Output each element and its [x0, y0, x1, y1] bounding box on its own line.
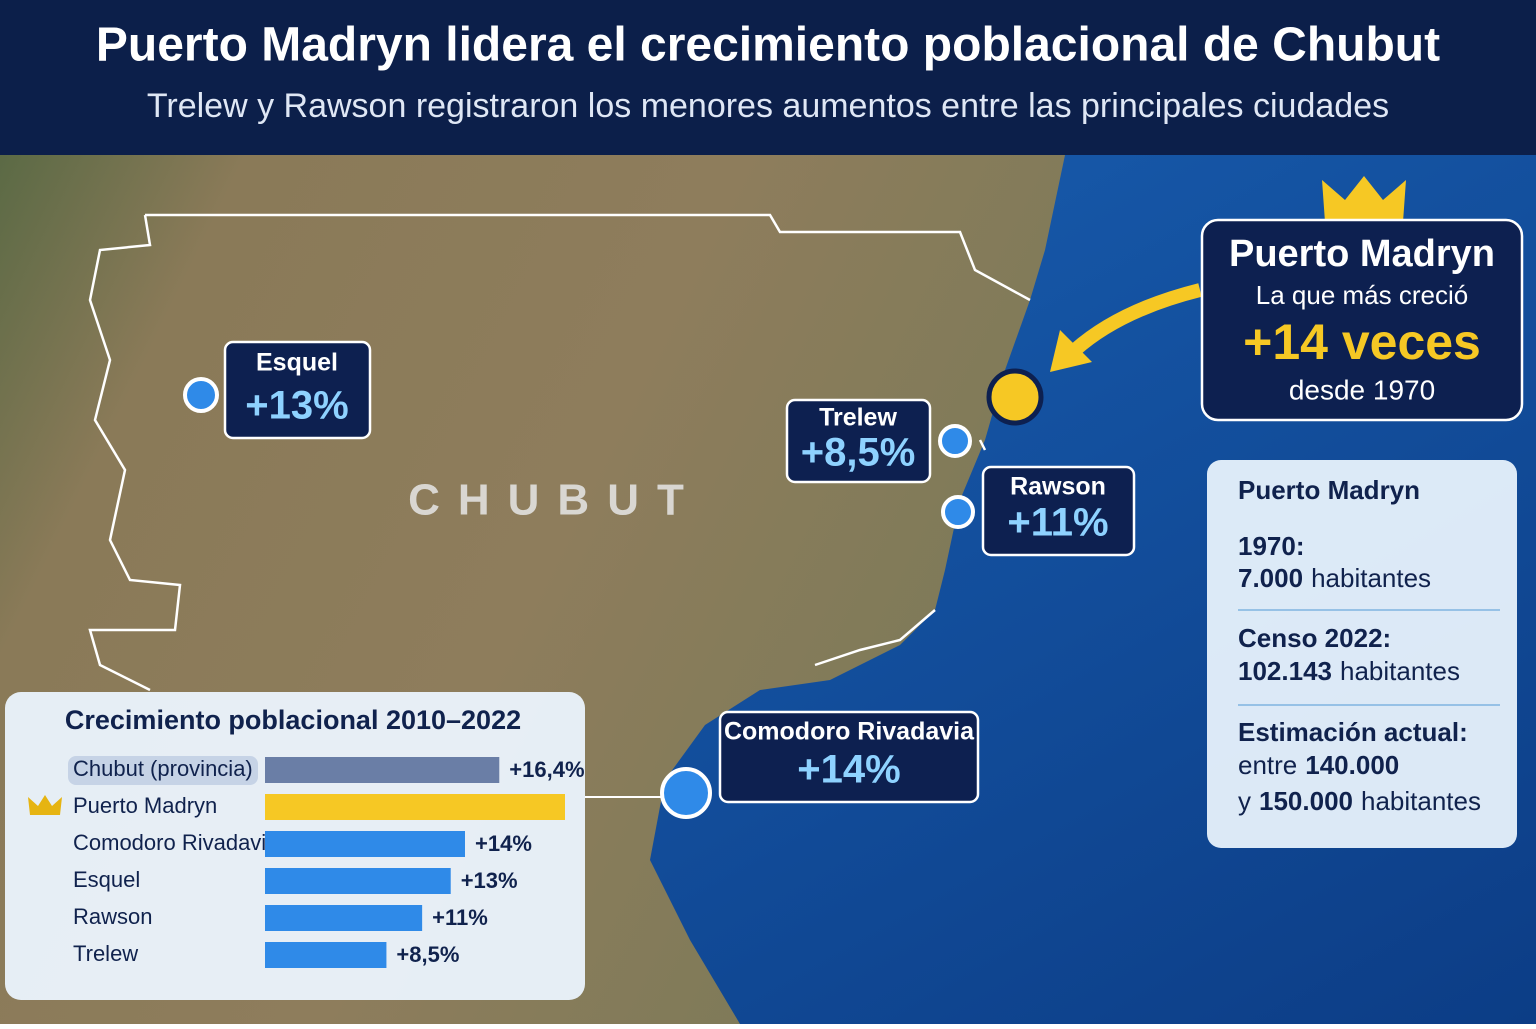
info-value: 102.143 habitantes — [1238, 656, 1460, 686]
label-pill — [68, 756, 258, 785]
number: 102.143 — [1238, 656, 1332, 686]
info-label: Estimación actual: — [1238, 717, 1468, 747]
city-box — [718, 710, 980, 804]
category-label: Esquel — [73, 867, 140, 892]
city-name: Trelew — [819, 404, 897, 432]
city-change: +8,5% — [801, 431, 916, 475]
region-label: CHUBUT — [408, 476, 702, 525]
callout-box — [1200, 218, 1524, 422]
crown — [1322, 176, 1406, 222]
city-rawson: Rawson +11% — [941, 465, 1136, 557]
city-change: +11% — [1007, 501, 1108, 545]
unit: habitantes — [1361, 786, 1481, 816]
prefix: y — [1238, 786, 1251, 816]
info-value: entre 140.000 — [1238, 750, 1399, 780]
category-label: Rawson — [73, 904, 152, 929]
info-value: 7.000 habitantes — [1238, 563, 1431, 593]
header-bar — [0, 0, 1536, 155]
info-label: 1970: — [1238, 531, 1305, 561]
unit: habitantes — [1311, 563, 1431, 593]
value-label: +11% — [432, 905, 488, 930]
prefix: entre — [1238, 750, 1297, 780]
value-label: +14% — [475, 831, 532, 856]
city-name: Comodoro Rivadavia — [724, 718, 975, 746]
city-box — [785, 398, 932, 484]
city-box — [981, 465, 1136, 557]
city-dot — [660, 767, 712, 819]
crown — [28, 795, 62, 815]
arrow — [1070, 283, 1202, 356]
callout-since: desde 1970 — [1289, 374, 1435, 405]
info-panel — [1207, 460, 1517, 848]
city-dot — [183, 377, 219, 413]
arrow-head — [1050, 330, 1092, 372]
subtitle: Trelew y Rawson registraron los menores … — [147, 87, 1389, 125]
bar — [265, 757, 500, 783]
madryn-dot — [986, 368, 1044, 426]
number: 150.000 — [1259, 786, 1353, 816]
number: 140.000 — [1305, 750, 1399, 780]
city-name: Rawson — [1010, 473, 1106, 501]
city-esquel: Esquel +13% — [183, 340, 372, 440]
number: 7.000 — [1238, 563, 1303, 593]
category-label: Chubut (provincia) — [73, 756, 253, 781]
info-title: Puerto Madryn — [1238, 475, 1420, 505]
bar-chart: Crecimiento poblacional 2010–2022 Chubut… — [5, 692, 585, 1000]
callout-caption: La que más creció — [1256, 280, 1468, 310]
callout-growth: +14 veces — [1243, 314, 1481, 370]
category-label: Comodoro Rivadavia — [73, 830, 279, 855]
province-border — [88, 213, 1031, 692]
category-label: Trelew — [73, 941, 138, 966]
info-value: y 150.000 habitantes — [1238, 786, 1481, 816]
city-box — [223, 340, 372, 440]
city-change: +13% — [245, 384, 348, 428]
bar — [265, 868, 451, 894]
info-label: Censo 2022: — [1238, 623, 1391, 653]
bar — [265, 942, 387, 968]
bar — [265, 831, 465, 857]
value-label: +16,4% — [509, 757, 584, 782]
value-label: +8,5% — [396, 942, 459, 967]
city-dot — [941, 495, 975, 529]
title: Puerto Madryn lidera el crecimiento pobl… — [96, 19, 1440, 72]
value-label: +13% — [461, 868, 518, 893]
bar — [265, 905, 423, 931]
callout-city: Puerto Madryn — [1229, 233, 1495, 275]
unit: habitantes — [1340, 656, 1460, 686]
city-dot — [938, 424, 972, 458]
category-label: Puerto Madryn — [73, 793, 217, 818]
city-name: Esquel — [256, 349, 338, 377]
bar — [265, 794, 565, 820]
chart-title: Crecimiento poblacional 2010–2022 — [65, 705, 521, 735]
city-trelew: Trelew +8,5% — [785, 398, 972, 484]
info-box: Puerto Madryn 1970: 7.000 habitantes Cens… — [1207, 460, 1517, 848]
city-change: +14% — [797, 748, 900, 792]
city-comodoro: Comodoro Rivadavia +14% — [585, 710, 980, 819]
highlight-callout: Puerto Madryn La que más creció +14 vece… — [986, 176, 1524, 426]
